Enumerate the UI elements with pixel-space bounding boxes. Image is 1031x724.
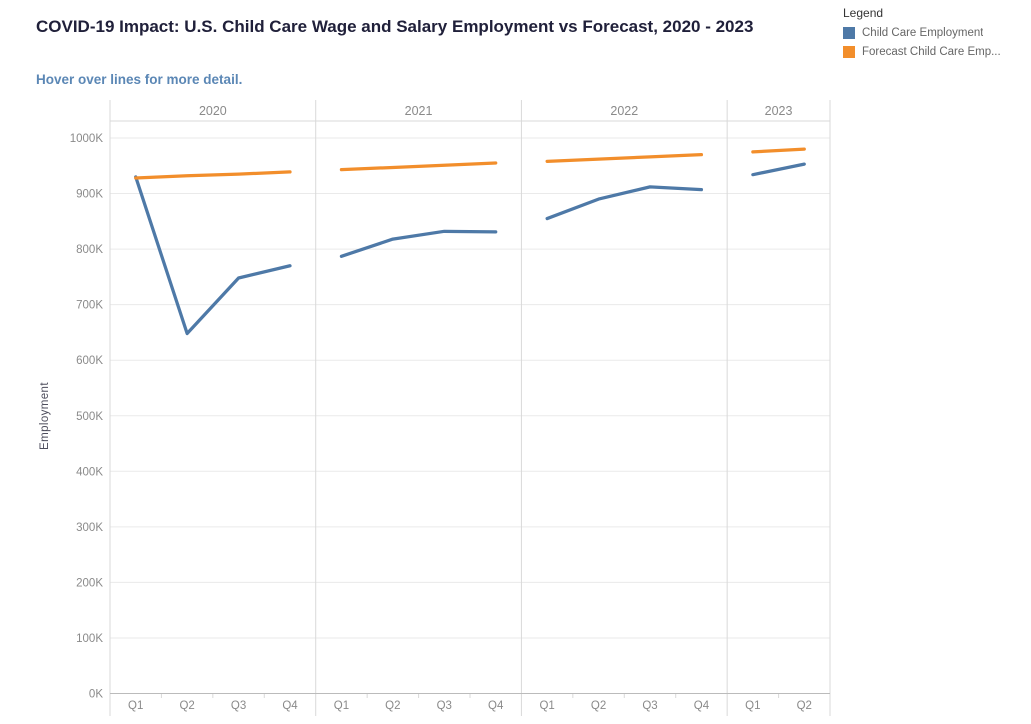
series-line-child-care-employment[interactable] (134, 175, 292, 336)
y-tick-label: 400K (76, 466, 103, 478)
legend-swatch (843, 27, 855, 39)
x-tick-label: Q1 (334, 700, 349, 712)
x-tick-label: Q2 (179, 700, 194, 712)
legend-item-0[interactable]: Child Care Employment (843, 27, 1029, 39)
y-tick-label: 1000K (70, 133, 104, 145)
series-line-forecast-child-care-emp[interactable] (134, 170, 292, 180)
legend-swatch (843, 46, 855, 58)
y-tick-label: 200K (76, 577, 103, 589)
x-tick-label: Q2 (385, 700, 400, 712)
chart-subtitle: Hover over lines for more detail. (36, 72, 243, 87)
y-tick-label: 0K (89, 689, 103, 701)
x-tick-label: Q1 (745, 700, 760, 712)
x-tick-label: Q1 (128, 700, 143, 712)
y-tick-label: 600K (76, 355, 103, 367)
legend-items: Child Care Employment Forecast Child Care… (843, 27, 1029, 58)
series-line-child-care-employment[interactable] (545, 185, 704, 221)
x-tick-label: Q1 (539, 700, 554, 712)
y-tick-label: 500K (76, 411, 103, 423)
chart-title: COVID-19 Impact: U.S. Child Care Wage an… (36, 17, 754, 36)
legend-title: Legend (843, 6, 884, 20)
panel-year-label: 2023 (765, 104, 793, 118)
legend-label: Forecast Child Care Emp... (862, 46, 1001, 58)
y-axis-title: Employment (39, 382, 51, 450)
y-tick-label: 300K (76, 522, 103, 534)
y-tick-label: 900K (76, 189, 103, 201)
legend-label: Child Care Employment (862, 27, 984, 39)
legend: Legend Child Care Employment Forecast Chi… (843, 6, 1029, 65)
series-line-child-care-employment[interactable] (339, 229, 498, 258)
y-tick-label: 800K (76, 244, 103, 256)
series-line-forecast-child-care-emp[interactable] (751, 147, 806, 154)
x-tick-label: Q2 (797, 700, 812, 712)
x-tick-label: Q4 (282, 700, 298, 712)
series-line-forecast-child-care-emp[interactable] (339, 161, 498, 172)
x-tick-label: Q4 (488, 700, 504, 712)
x-tick-label: Q4 (694, 700, 710, 712)
x-tick-label: Q3 (231, 700, 246, 712)
panel-year-label: 2022 (610, 104, 638, 118)
series-line-child-care-employment[interactable] (751, 162, 806, 177)
x-tick-label: Q2 (591, 700, 606, 712)
legend-item-1[interactable]: Forecast Child Care Emp... (843, 46, 1029, 58)
y-tick-label: 700K (76, 300, 103, 312)
x-tick-label: Q3 (437, 700, 452, 712)
y-tick-label: 100K (76, 633, 103, 645)
panel-year-label: 2020 (199, 104, 227, 118)
series-line-forecast-child-care-emp[interactable] (545, 153, 704, 163)
x-tick-label: Q3 (642, 700, 657, 712)
panel-year-label: 2021 (405, 104, 433, 118)
